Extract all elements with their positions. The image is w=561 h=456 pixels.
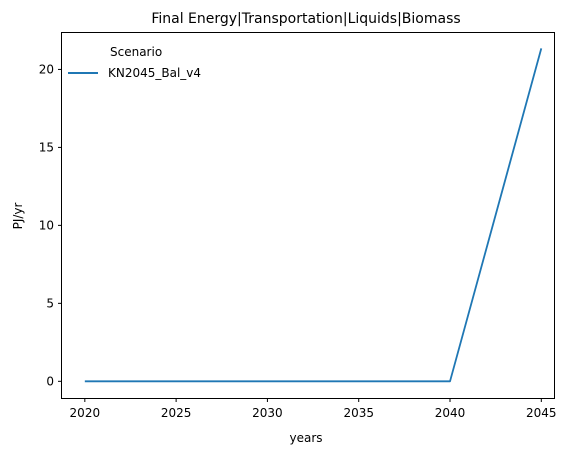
- x-tick-label: 2020: [70, 406, 101, 420]
- x-axis-label: years: [289, 431, 322, 445]
- x-tick-label: 2040: [435, 406, 466, 420]
- chart-title: Final Energy|Transportation|Liquids|Biom…: [151, 11, 460, 27]
- x-tick-label: 2025: [161, 406, 192, 420]
- legend-title: Scenario: [110, 45, 162, 59]
- x-tick-label: 2035: [343, 406, 374, 420]
- y-axis: 0 5 10 15 20: [39, 62, 62, 388]
- x-tick-label: 2045: [526, 406, 557, 420]
- x-axis: 2020 2025 2030 2035 2040 2045: [70, 398, 557, 420]
- legend-label: KN2045_Bal_v4: [108, 66, 201, 80]
- plot-area: [84, 48, 543, 383]
- y-tick-label: 10: [39, 218, 54, 232]
- y-tick-label: 20: [39, 62, 54, 76]
- y-tick-label: 0: [46, 374, 54, 388]
- y-axis-label: PJ/yr: [11, 203, 25, 230]
- plot-frame: [61, 32, 555, 399]
- series-line: [84, 48, 543, 383]
- x-tick-label: 2030: [252, 406, 283, 420]
- y-tick-label: 5: [46, 296, 54, 310]
- legend: Scenario KN2045_Bal_v4: [68, 45, 201, 80]
- y-tick-label: 15: [39, 140, 54, 154]
